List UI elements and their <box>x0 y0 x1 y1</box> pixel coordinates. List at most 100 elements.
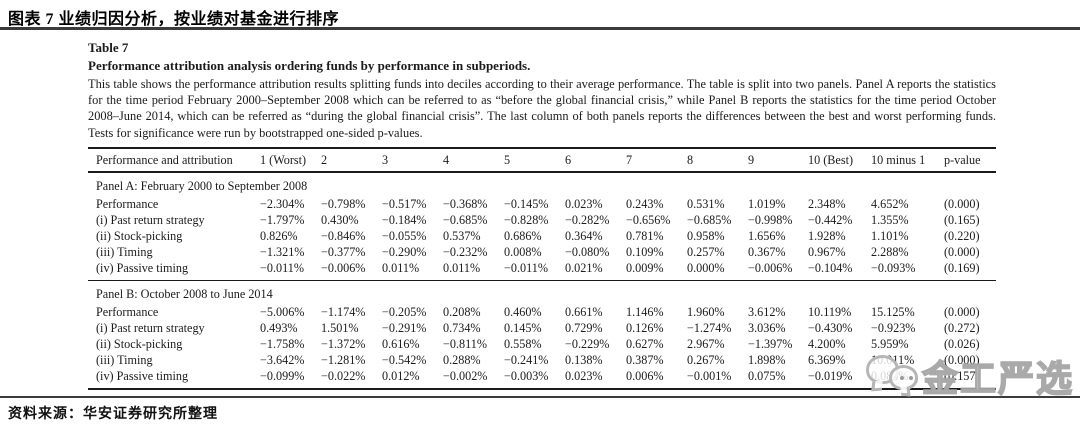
column-header: 1 (Worst) <box>260 148 321 174</box>
value-cell: 5.959% <box>871 337 909 352</box>
value-cell: −0.099% <box>260 369 305 384</box>
table-row: (iv) Passive timing −0.099% −0.022% 0.012% −… <box>88 368 996 389</box>
row-label: (i) Past return strategy <box>96 213 205 228</box>
value-cell: (0.157) <box>944 369 980 384</box>
value-cell: −0.019% <box>808 369 853 384</box>
row-label: (i) Past return strategy <box>96 321 205 336</box>
column-header: 2 <box>321 148 382 174</box>
table-row: (i) Past return strategy −1.797% 0.430% −0.… <box>88 212 996 228</box>
value-cell: −0.006% <box>748 260 808 282</box>
value-cell: 0.006% <box>626 369 664 384</box>
row-label: (ii) Stock-picking <box>96 229 183 244</box>
value-cell: 1.146% <box>626 305 664 320</box>
value-cell: 0.967% <box>808 245 846 260</box>
figure-header-title: 图表 7 业绩归因分析，按业绩对基金进行排序 <box>0 0 1080 30</box>
value-cell: 0.387% <box>626 353 664 368</box>
value-cell: 0.288% <box>443 353 481 368</box>
value-cell: 0.537% <box>443 229 481 244</box>
value-cell: 0.012% <box>382 369 420 384</box>
value-cell: (0.000) <box>944 245 980 260</box>
value-cell: 4.200% <box>808 337 846 352</box>
value-cell: 0.109% <box>626 245 664 260</box>
value-cell: (0.000) <box>944 197 980 212</box>
value-cell: 15.125% <box>871 305 915 320</box>
column-header: 6 <box>565 148 626 174</box>
value-cell: 0.009% <box>626 260 687 282</box>
value-cell: −1.397% <box>748 337 793 352</box>
value-cell: −0.846% <box>321 229 366 244</box>
value-cell: −0.542% <box>382 353 427 368</box>
value-cell: 6.369% <box>808 353 846 368</box>
value-cell: −0.232% <box>443 245 488 260</box>
value-cell: 0.616% <box>382 337 420 352</box>
value-cell: −0.811% <box>443 337 487 352</box>
row-label: Performance <box>96 305 159 320</box>
value-cell: −1.274% <box>687 321 732 336</box>
row-label: (iv) Passive timing <box>88 260 260 282</box>
value-cell: (0.220) <box>944 229 980 244</box>
value-cell: −0.104% <box>808 260 871 282</box>
value-cell: 0.734% <box>443 321 481 336</box>
value-cell: −0.291% <box>382 321 427 336</box>
column-header: 10 (Best) <box>808 148 871 174</box>
table-caption: Performance attribution analysis orderin… <box>88 57 531 73</box>
value-cell: −0.205% <box>382 305 427 320</box>
value-cell: 0.686% <box>504 229 542 244</box>
value-cell: −0.442% <box>808 213 853 228</box>
value-cell: 0.075% <box>748 369 786 384</box>
value-cell: 0.364% <box>565 229 603 244</box>
value-cell: 0.138% <box>565 353 603 368</box>
column-header: 4 <box>443 148 504 174</box>
value-cell: −0.055% <box>382 229 427 244</box>
value-cell: −0.022% <box>321 369 366 384</box>
value-cell: −1.372% <box>321 337 366 352</box>
value-cell: −0.656% <box>626 213 671 228</box>
value-cell: 0.781% <box>626 229 664 244</box>
value-cell: 0.729% <box>565 321 603 336</box>
value-cell: (0.026) <box>944 337 980 352</box>
value-cell: 0.460% <box>504 305 542 320</box>
footer-divider <box>0 396 1080 398</box>
value-cell: 10.119% <box>808 305 852 320</box>
paper-content: Table 7 Performance attribution analysis… <box>88 40 996 391</box>
value-cell: 0.145% <box>504 321 542 336</box>
value-cell: 0.000% <box>687 260 748 282</box>
value-cell: 1.355% <box>871 213 909 228</box>
value-cell: −0.011% <box>504 260 565 282</box>
table-row: Performance −2.304% −0.798% −0.517% −0.368% −… <box>88 196 996 212</box>
table-row: (iii) Timing −1.321% −0.377% −0.290% −0.232%… <box>88 244 996 260</box>
value-cell: −2.304% <box>260 197 305 212</box>
value-cell: (0.000) <box>944 353 980 368</box>
value-cell: 10.011% <box>871 353 915 368</box>
value-cell: 1.019% <box>748 197 786 212</box>
value-cell: 0.367% <box>748 245 786 260</box>
value-cell: −0.798% <box>321 197 366 212</box>
value-cell: 0.023% <box>565 197 603 212</box>
value-cell: −0.184% <box>382 213 427 228</box>
value-cell: (0.272) <box>944 321 980 336</box>
value-cell: 0.023% <box>565 369 603 384</box>
value-cell: −0.002% <box>443 369 488 384</box>
value-cell: −0.003% <box>504 369 549 384</box>
value-cell: 3.036% <box>748 321 786 336</box>
value-cell: 0.021% <box>565 260 626 282</box>
column-header: 8 <box>687 148 748 174</box>
value-cell: 2.288% <box>871 245 909 260</box>
value-cell: 0.011% <box>443 260 504 282</box>
value-cell: (0.000) <box>944 305 980 320</box>
value-cell: −0.685% <box>687 213 732 228</box>
value-cell: 0.430% <box>321 213 359 228</box>
value-cell: 0.126% <box>626 321 664 336</box>
table-row: (iii) Timing −3.642% −1.281% −0.542% 0.288% −… <box>88 352 996 368</box>
value-cell: −5.006% <box>260 305 305 320</box>
value-cell: 1.898% <box>748 353 786 368</box>
row-label: (ii) Stock-picking <box>96 337 183 352</box>
row-label: (iii) Timing <box>96 353 153 368</box>
column-header: 10 minus 1 <box>871 148 944 174</box>
value-cell: 0.257% <box>687 245 725 260</box>
table-panel: Panel A: February 2000 to September 2008… <box>88 172 996 282</box>
value-cell: 0.661% <box>565 305 603 320</box>
panel-title-row: Panel B: October 2008 to June 2014 <box>88 281 996 305</box>
column-header: 5 <box>504 148 565 174</box>
